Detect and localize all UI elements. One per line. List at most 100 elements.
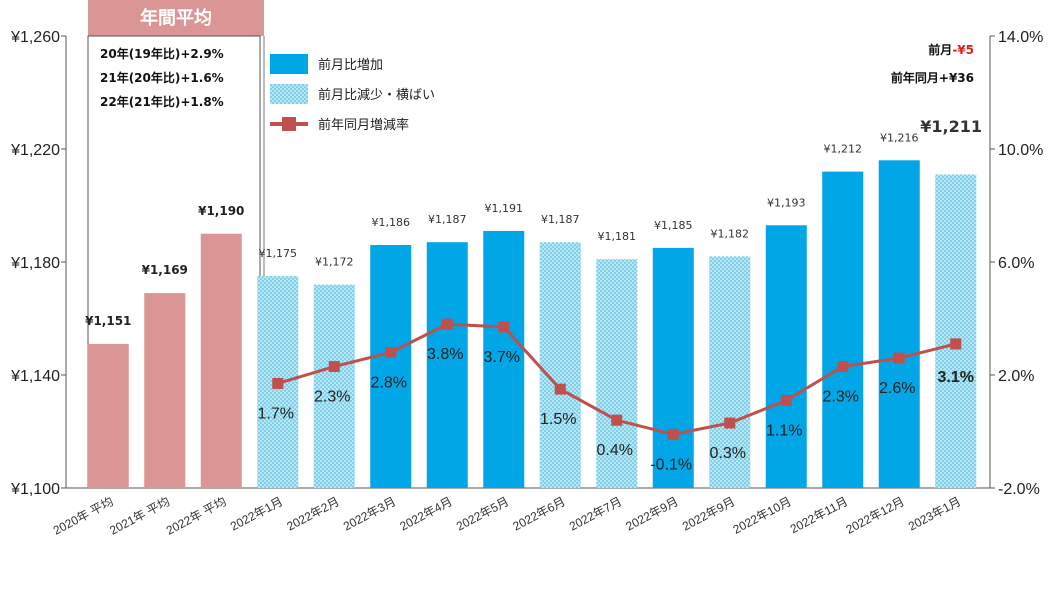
bar xyxy=(200,233,242,488)
x-tick-label: 2022年12月 xyxy=(844,494,907,536)
yoy-point xyxy=(667,428,679,440)
x-tick-label: 2022年3月 xyxy=(341,494,398,533)
yoy-value-label: 2.3% xyxy=(314,389,350,406)
yoy-value-label: 1.1% xyxy=(766,422,802,439)
yoy-value-label: 1.5% xyxy=(540,411,576,428)
yoy-value-label: 3.8% xyxy=(427,346,463,363)
yoy-value-label: 2.8% xyxy=(371,374,407,391)
x-tick-label: 2022年9月 xyxy=(680,494,737,533)
bar-value-label: ¥1,190 xyxy=(198,204,244,218)
bar xyxy=(539,242,581,488)
yoy-point xyxy=(893,352,905,364)
x-tick-label: 2022年5月 xyxy=(454,494,511,533)
yoy-value-label: 0.3% xyxy=(710,445,746,462)
yoy-value-label: 1.7% xyxy=(258,405,294,422)
x-tick-label: 2022年7月 xyxy=(567,494,624,533)
x-tick-label: 2022年9月 xyxy=(623,494,680,533)
x-tick-label: 2022年6月 xyxy=(510,494,567,533)
avg-header-title: 年間平均 xyxy=(140,7,212,29)
y-tick-label: ¥1,220 xyxy=(10,142,60,159)
bar xyxy=(144,293,186,488)
y2-tick-label: -2.0% xyxy=(998,481,1040,498)
yoy-point xyxy=(780,394,792,406)
legend-yoy-label: 前年同月増減率 xyxy=(318,117,409,133)
bar-value-label: ¥1,172 xyxy=(315,256,354,269)
y-tick-label: ¥1,180 xyxy=(10,255,60,272)
yoy-value-label: 2.3% xyxy=(823,389,859,406)
bar-value-label: ¥1,175 xyxy=(259,247,298,260)
legend-increase-swatch xyxy=(270,54,308,74)
bar-value-label: ¥1,216 xyxy=(880,131,919,144)
legend-decrease-swatch xyxy=(270,84,308,104)
bar-value-label: ¥1,185 xyxy=(654,219,693,232)
avg-header-box xyxy=(88,0,264,36)
x-tick-label: 2022年11月 xyxy=(788,494,850,536)
x-tick-label: 2022年1月 xyxy=(228,494,285,533)
bars-group: ¥1,151 ¥1,169 ¥1,190 ¥1,175 ¥1,172 ¥1,186 ¥1,1… xyxy=(85,131,977,489)
yoy-value-label: 3.7% xyxy=(484,349,520,366)
bar-value-label: ¥1,151 xyxy=(85,314,131,328)
bar-value-label: ¥1,169 xyxy=(142,263,188,277)
yoy-value-label: 2.6% xyxy=(879,380,915,397)
bar xyxy=(935,174,977,489)
y-tick-label: ¥1,140 xyxy=(10,368,60,385)
bar xyxy=(313,284,355,488)
bar xyxy=(878,160,920,489)
x-tick-label: 2021年 平均 xyxy=(107,494,172,537)
legend-decrease-label: 前月比減少・横ばい xyxy=(318,87,435,103)
yoy-point xyxy=(611,414,623,426)
y-tick-label: ¥1,260 xyxy=(10,29,60,46)
bar xyxy=(765,225,807,488)
yoy-change-note: 前年同月+¥36 xyxy=(891,70,974,85)
yoy-value-label: -0.1% xyxy=(650,456,692,473)
x-tick-label: 2022年10月 xyxy=(731,494,794,536)
yoy-point xyxy=(950,338,962,350)
mom-change-label: 前月 xyxy=(928,42,952,57)
bar xyxy=(652,247,694,488)
legend-increase-label: 前月比増加 xyxy=(318,57,383,73)
yoy-point xyxy=(498,321,510,333)
bar-value-label: ¥1,191 xyxy=(485,202,524,215)
x-tick-label: 2022年4月 xyxy=(397,494,454,533)
y2-tick-label: 2.0% xyxy=(998,368,1034,385)
bar-value-label: ¥1,187 xyxy=(428,213,467,226)
yoy-point xyxy=(328,361,340,373)
yoy-line-group: 1.7% 2.3% 2.8% 3.8% 3.7% 1.5% 0.4% -0.1% 0.3% 1.1… xyxy=(258,318,974,473)
bar xyxy=(822,171,864,488)
yoy-point xyxy=(272,377,284,389)
x-tick-label: 2022年2月 xyxy=(284,494,341,533)
bar xyxy=(596,259,638,488)
bar xyxy=(709,256,751,488)
yoy-value-label: 0.4% xyxy=(597,442,633,459)
avg-note-2021: 21年(20年比)+1.6% xyxy=(100,70,224,85)
y2-tick-label: 6.0% xyxy=(998,255,1034,272)
yoy-point xyxy=(554,383,566,395)
mom-change-value: -¥5 xyxy=(952,43,974,57)
bar-value-label: ¥1,193 xyxy=(767,196,806,209)
yoy-point xyxy=(441,318,453,330)
avg-note-2022: 22年(21年比)+1.8% xyxy=(100,94,224,109)
y-tick-label: ¥1,100 xyxy=(10,481,60,498)
bar xyxy=(483,230,525,489)
bar-value-label: ¥1,186 xyxy=(372,216,411,229)
bar xyxy=(87,343,129,488)
y2-tick-label: 14.0% xyxy=(998,29,1043,46)
bar-value-label: ¥1,212 xyxy=(824,143,863,156)
mom-change-note: 前月-¥5 xyxy=(928,42,974,57)
x-tick-label: 2022年 平均 xyxy=(164,494,229,537)
latest-value-label: ¥1,211 xyxy=(920,117,982,136)
bar-value-label: ¥1,181 xyxy=(598,230,637,243)
yoy-value-label: 3.1% xyxy=(938,369,974,386)
bar xyxy=(426,242,468,488)
avg-note-2020: 20年(19年比)+2.9% xyxy=(100,46,224,61)
legend-yoy-marker xyxy=(282,117,296,131)
x-tick-label: 2020年 平均 xyxy=(51,494,116,537)
yoy-point xyxy=(724,417,736,429)
bar-value-label: ¥1,182 xyxy=(711,227,750,240)
bar xyxy=(370,245,412,488)
yoy-point xyxy=(837,361,849,373)
bar-value-label: ¥1,187 xyxy=(541,213,580,226)
y2-tick-label: 10.0% xyxy=(998,142,1043,159)
